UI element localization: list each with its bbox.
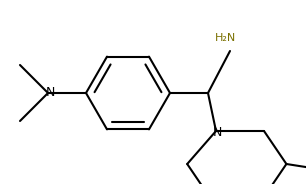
Text: N: N: [45, 86, 55, 100]
Text: N: N: [212, 125, 222, 139]
Text: H₂N: H₂N: [215, 33, 237, 43]
